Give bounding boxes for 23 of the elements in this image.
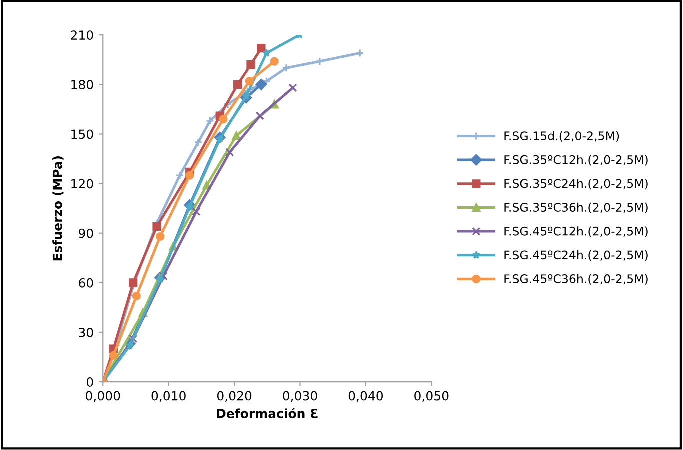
y-tick-label: 0 [86,378,94,387]
y-tick-label: 150 [72,130,94,140]
legend-label: F.SG.45ºC24h.(2,0-2,5M) [504,250,648,262]
y-tick-label: 60 [79,278,94,288]
legend-label: F.SG.35ºC12h.(2,0-2,5M) [504,155,648,166]
y-tick-label: 120 [72,179,94,189]
x-tick-label: 0,020 [217,391,252,402]
y-tick-label: 30 [79,328,94,338]
y-tick-label: 180 [72,80,94,90]
legend-label: F.SG.45ºC12h.(2,0-2,5M) [504,226,648,238]
legend-label: F.SG.35ºC24h.(2,0-2,5M) [504,179,648,190]
x-tick-label: 0,000 [86,391,120,402]
x-axis-title: Deformación Ɛ [217,408,318,418]
x-tick-label: 0,050 [414,391,449,402]
legend-label: F.SG.45ºC36h.(2,0-2,5M) [504,274,648,285]
x-tick-label: 0,030 [283,391,318,402]
y-tick-label: 90 [78,228,94,238]
y-tick-label: 210 [71,30,94,40]
x-tick-label: 0,010 [152,391,186,402]
x-tick-label: 0,040 [348,391,384,402]
legend-label: F.SG.15d.(2,0-2,5M) [504,131,620,142]
y-axis-title: Esfuerzo (MPa) [52,156,64,261]
legend-label: F.SG.35ºC36h.(2,0-2,5M) [504,202,648,214]
